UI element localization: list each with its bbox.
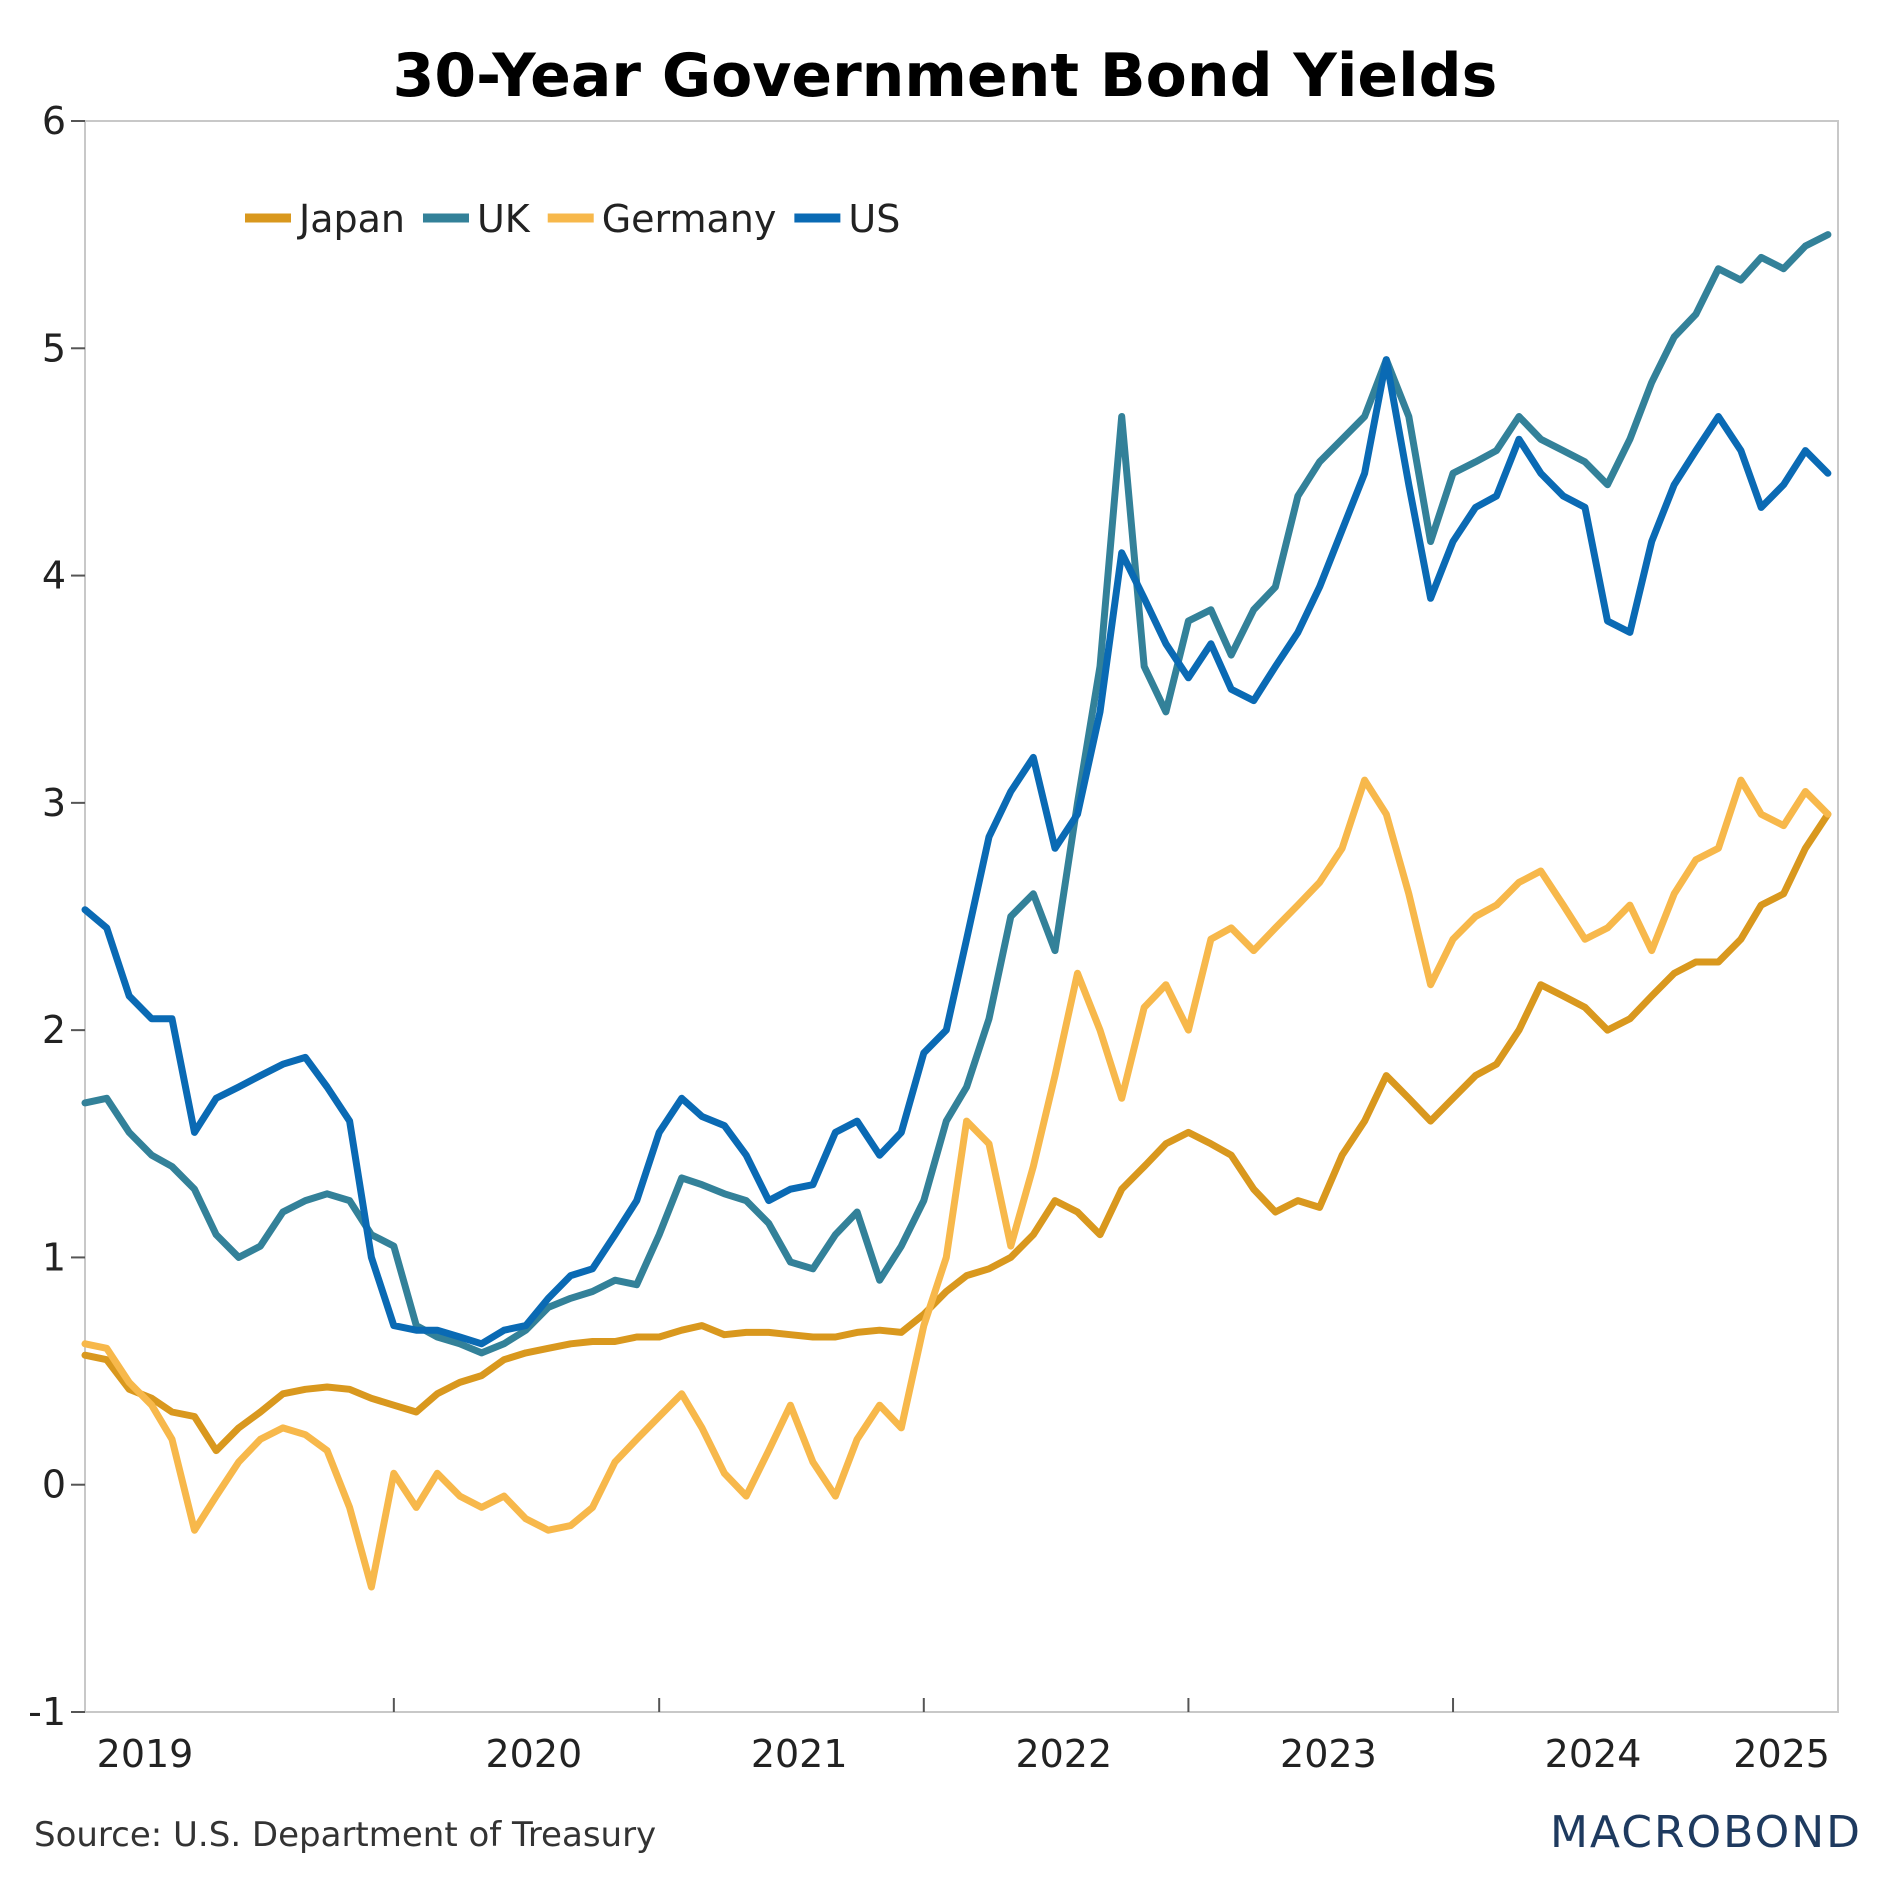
x-tick-label: 2024	[1545, 1732, 1642, 1776]
y-tick-label: -1	[28, 1690, 66, 1734]
y-tick-label: 6	[42, 99, 66, 143]
legend: Japan UK Germany US	[245, 197, 900, 241]
y-tick-label: 3	[42, 781, 66, 825]
macrobond-logo-text: MACROBOND	[1550, 1807, 1862, 1858]
x-tick-label: 2020	[485, 1732, 582, 1776]
x-tick-label: 2021	[751, 1732, 848, 1776]
y-tick-label: 5	[42, 326, 66, 370]
x-tick-label: 2023	[1280, 1732, 1377, 1776]
y-tick-label: 1	[42, 1235, 66, 1279]
x-tick-label: 2025	[1733, 1732, 1830, 1776]
legend-label-japan: Japan	[297, 197, 405, 241]
y-tick-label: 0	[42, 1463, 66, 1507]
y-tick-label: 4	[42, 554, 66, 598]
legend-label-uk: UK	[477, 197, 531, 241]
series-lines	[81, 231, 1832, 1591]
y-tick-label: 2	[42, 1008, 66, 1052]
macrobond-logo: MACROBOND	[1550, 1807, 1862, 1858]
x-tick-label: 2022	[1015, 1732, 1112, 1776]
chart-title: 30-Year Government Bond Yields	[393, 41, 1498, 111]
x-axis: 2019 2020 2021 2022 2023 2024 2025	[97, 1698, 1830, 1776]
series-line-japan	[81, 810, 1832, 1455]
axes	[84, 120, 1839, 1713]
legend-label-germany: Germany	[602, 197, 777, 241]
y-axis: -1 0 1 2 3 4 5 6	[28, 99, 85, 1734]
plot-frame	[84, 120, 1839, 1713]
series-line-us	[81, 356, 1832, 1348]
series-line-uk	[81, 231, 1832, 1357]
source-note: Source: U.S. Department of Treasury	[34, 1815, 656, 1855]
legend-label-us: US	[848, 197, 900, 241]
x-tick-label: 2019	[97, 1732, 194, 1776]
series-line-germany	[81, 776, 1832, 1591]
